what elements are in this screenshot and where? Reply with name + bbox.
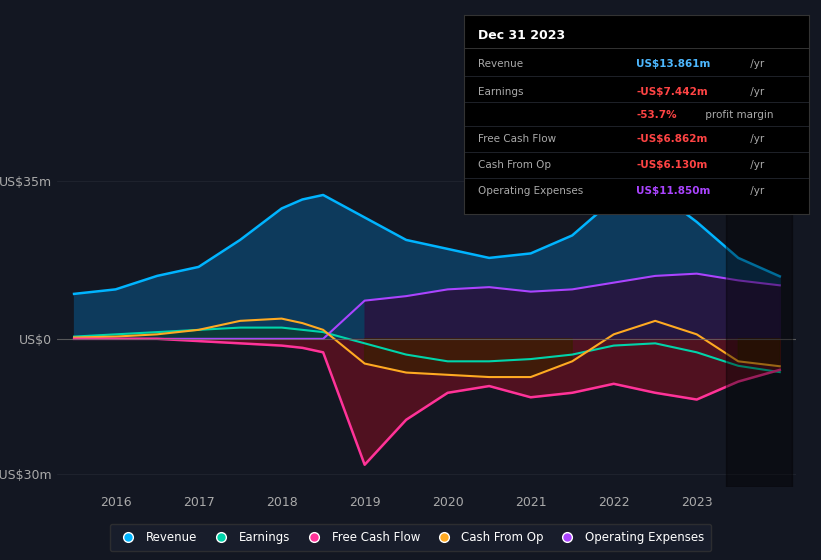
Text: /yr: /yr xyxy=(746,186,764,196)
Text: -US$6.862m: -US$6.862m xyxy=(636,134,708,144)
Text: profit margin: profit margin xyxy=(703,110,774,119)
Text: Revenue: Revenue xyxy=(478,59,523,69)
Text: /yr: /yr xyxy=(746,160,764,170)
Text: -US$6.130m: -US$6.130m xyxy=(636,160,708,170)
Text: /yr: /yr xyxy=(746,134,764,144)
Text: Cash From Op: Cash From Op xyxy=(478,160,551,170)
Text: Earnings: Earnings xyxy=(478,87,523,97)
Text: /yr: /yr xyxy=(746,87,764,97)
Text: US$13.861m: US$13.861m xyxy=(636,59,711,69)
Text: /yr: /yr xyxy=(746,59,764,69)
Bar xyxy=(726,168,792,487)
Text: -53.7%: -53.7% xyxy=(636,110,677,119)
Text: Free Cash Flow: Free Cash Flow xyxy=(478,134,556,144)
Text: Dec 31 2023: Dec 31 2023 xyxy=(478,29,565,42)
Text: Operating Expenses: Operating Expenses xyxy=(478,186,583,196)
Legend: Revenue, Earnings, Free Cash Flow, Cash From Op, Operating Expenses: Revenue, Earnings, Free Cash Flow, Cash … xyxy=(109,524,712,551)
Text: US$11.850m: US$11.850m xyxy=(636,186,711,196)
Text: -US$7.442m: -US$7.442m xyxy=(636,87,708,97)
